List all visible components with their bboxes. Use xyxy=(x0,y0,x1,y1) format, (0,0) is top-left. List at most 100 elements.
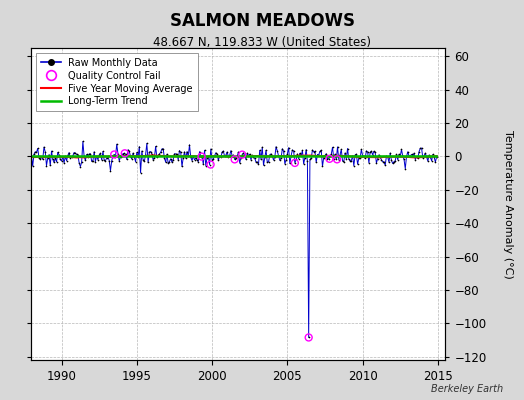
Point xyxy=(82,151,91,158)
Point xyxy=(352,151,361,157)
Point xyxy=(99,148,107,155)
Point xyxy=(364,149,372,155)
Point xyxy=(421,150,430,156)
Point xyxy=(310,148,318,155)
Point xyxy=(423,158,432,164)
Point xyxy=(365,160,373,166)
Point xyxy=(32,149,41,156)
Point xyxy=(203,154,211,161)
Point xyxy=(134,154,142,161)
Point xyxy=(70,149,78,156)
Point xyxy=(47,148,56,154)
Y-axis label: Temperature Anomaly (°C): Temperature Anomaly (°C) xyxy=(504,130,514,278)
Point xyxy=(252,159,260,165)
Point xyxy=(89,158,97,164)
Point xyxy=(79,138,87,145)
Point xyxy=(268,153,277,159)
Point xyxy=(59,153,67,160)
Point xyxy=(262,147,270,154)
Point xyxy=(368,152,377,158)
Point xyxy=(291,160,299,166)
Point xyxy=(266,152,274,158)
Point xyxy=(253,159,261,165)
Point xyxy=(415,148,423,155)
Point xyxy=(69,152,77,159)
Point xyxy=(257,156,265,162)
Point xyxy=(34,145,42,152)
Point xyxy=(243,150,252,156)
Point xyxy=(388,160,397,167)
Point xyxy=(317,147,325,154)
Point xyxy=(159,146,167,152)
Point xyxy=(125,148,134,154)
Point xyxy=(287,153,296,159)
Point xyxy=(177,149,185,156)
Point xyxy=(188,157,196,164)
Point xyxy=(291,160,299,166)
Point xyxy=(307,155,315,162)
Point xyxy=(206,146,215,152)
Point xyxy=(189,153,198,160)
Point xyxy=(419,155,427,161)
Point xyxy=(114,151,122,157)
Point xyxy=(91,158,100,165)
Point xyxy=(403,148,412,155)
Point xyxy=(104,153,112,160)
Point xyxy=(366,149,374,156)
Point xyxy=(391,158,399,164)
Point xyxy=(183,148,191,155)
Point xyxy=(385,159,393,165)
Point xyxy=(431,159,440,165)
Point xyxy=(272,144,280,150)
Point xyxy=(96,150,105,156)
Point xyxy=(138,148,146,154)
Point xyxy=(392,151,401,158)
Point xyxy=(78,159,86,166)
Point xyxy=(60,160,68,166)
Point xyxy=(181,155,190,161)
Point xyxy=(420,152,428,159)
Point xyxy=(42,162,51,169)
Point xyxy=(193,156,201,163)
Point xyxy=(124,146,132,153)
Point xyxy=(286,160,294,166)
Point xyxy=(429,151,437,158)
Point xyxy=(175,147,183,154)
Point xyxy=(278,146,287,152)
Point xyxy=(50,159,58,166)
Point xyxy=(337,146,345,153)
Point xyxy=(238,151,246,158)
Point xyxy=(117,152,126,158)
Point xyxy=(184,153,192,160)
Point xyxy=(66,154,74,161)
Point xyxy=(178,163,186,170)
Point xyxy=(387,157,396,164)
Point xyxy=(239,150,248,156)
Point xyxy=(192,155,200,161)
Point xyxy=(62,158,71,164)
Point xyxy=(65,149,73,156)
Point xyxy=(273,148,281,154)
Point xyxy=(402,153,411,160)
Point xyxy=(394,156,402,163)
Point xyxy=(340,158,348,165)
Point xyxy=(298,147,307,154)
Point xyxy=(199,161,208,168)
Point xyxy=(330,155,338,162)
Point xyxy=(411,156,420,163)
Point xyxy=(212,150,220,156)
Point xyxy=(256,147,264,154)
Point xyxy=(430,154,438,160)
Point xyxy=(297,153,305,160)
Point xyxy=(422,154,431,160)
Point xyxy=(144,159,152,166)
Point xyxy=(267,151,275,157)
Point xyxy=(292,156,300,163)
Point xyxy=(336,152,344,158)
Point xyxy=(130,153,138,160)
Point xyxy=(148,151,156,157)
Point xyxy=(81,157,90,164)
Point xyxy=(51,155,59,162)
Point xyxy=(160,155,169,161)
Point xyxy=(345,156,353,162)
